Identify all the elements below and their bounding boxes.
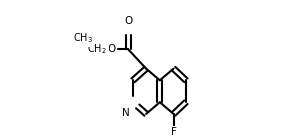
Text: O: O	[124, 16, 132, 26]
Text: O: O	[108, 44, 116, 54]
Text: F: F	[171, 127, 176, 137]
Text: $\mathregular{CH_2}$: $\mathregular{CH_2}$	[87, 43, 107, 56]
Text: $\mathregular{CH_3}$: $\mathregular{CH_3}$	[73, 31, 93, 45]
Text: N: N	[122, 108, 130, 118]
